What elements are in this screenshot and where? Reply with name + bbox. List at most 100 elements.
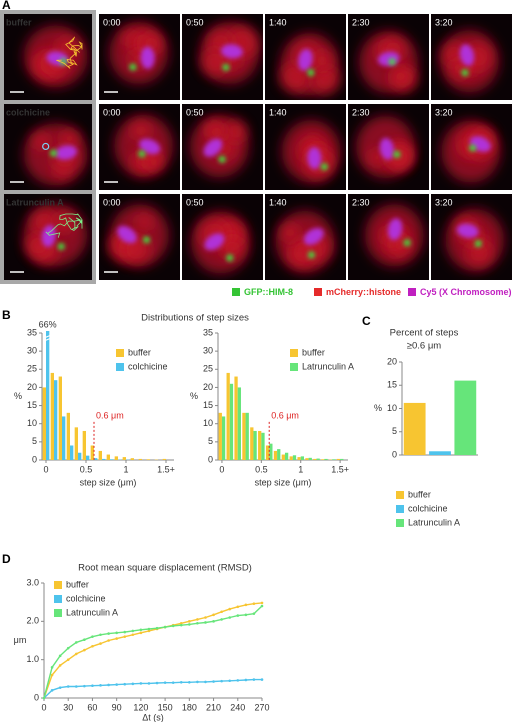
bar <box>114 456 118 460</box>
him8-focus <box>129 63 137 71</box>
bar <box>86 455 90 460</box>
bar <box>122 457 126 460</box>
legend-swatch <box>396 519 404 527</box>
panel-label: D <box>2 552 11 566</box>
y-tick-label: 5 <box>208 436 213 446</box>
point <box>123 682 127 686</box>
bar <box>62 416 66 460</box>
row-label: colchicine <box>6 107 50 117</box>
micrograph-content <box>4 104 92 190</box>
him8-focus <box>461 69 469 77</box>
bar <box>130 458 134 460</box>
bar <box>273 450 278 460</box>
x-tick-label: 0 <box>41 702 46 712</box>
point <box>83 638 86 642</box>
bar <box>313 458 317 460</box>
bar <box>340 458 344 460</box>
bar <box>454 380 477 455</box>
point <box>147 629 151 633</box>
point <box>236 679 240 682</box>
y-tick-label: 20 <box>27 382 37 392</box>
bar <box>138 458 142 460</box>
y-tick-label: 10 <box>387 403 397 413</box>
bar <box>66 412 70 460</box>
point <box>74 685 78 688</box>
x-tick-label: 0.5 <box>255 464 268 474</box>
micrograph <box>431 104 512 190</box>
micrograph <box>431 14 512 100</box>
legend-label: colchicine <box>128 361 168 371</box>
point <box>212 613 215 617</box>
bar <box>146 459 150 460</box>
bar <box>321 459 325 460</box>
micrograph <box>265 194 346 280</box>
point <box>66 658 70 661</box>
bar <box>281 454 285 460</box>
x-tick-label: 120 <box>133 702 148 712</box>
point <box>139 631 143 635</box>
micrograph-content <box>348 194 429 280</box>
chromatin <box>311 65 340 94</box>
point <box>91 644 94 648</box>
micrograph-content <box>99 194 180 280</box>
legend-label: Latrunculin A <box>66 607 118 617</box>
bars <box>218 372 344 460</box>
bar <box>106 454 110 460</box>
point <box>66 646 70 650</box>
point <box>212 680 215 683</box>
y-tick-label: 15 <box>27 400 37 410</box>
y-tick-label: 0 <box>32 454 37 464</box>
point <box>188 680 191 684</box>
value-label: 66% <box>39 319 57 329</box>
point <box>107 683 110 687</box>
legend-swatch <box>396 505 404 513</box>
bar <box>46 331 50 460</box>
y-tick-label: 20 <box>203 382 213 392</box>
him8-focus <box>388 58 396 66</box>
point <box>83 648 86 652</box>
bar <box>50 372 54 460</box>
point <box>155 681 159 685</box>
point <box>163 681 167 684</box>
him8-focus <box>222 63 230 71</box>
y-axis-label: μm <box>14 635 27 645</box>
bar <box>429 451 451 455</box>
bar <box>258 430 262 460</box>
bar <box>242 412 246 460</box>
axis-break <box>43 334 52 342</box>
chromatin <box>60 129 79 148</box>
legend-label: Cy5 (X Chromosome) <box>420 287 512 297</box>
point <box>260 678 264 681</box>
point <box>42 696 46 700</box>
point <box>220 610 223 614</box>
micrograph <box>4 194 92 280</box>
bar <box>226 372 230 460</box>
x-axis-label: Δt (s) <box>142 712 164 722</box>
point <box>107 639 110 642</box>
point <box>179 621 183 625</box>
time-label: 0:00 <box>103 17 121 27</box>
bar <box>336 458 341 460</box>
bar <box>250 427 254 460</box>
micrograph-content <box>265 14 346 100</box>
micrograph-content <box>182 194 263 280</box>
point <box>123 630 127 634</box>
him8-focus <box>403 239 411 247</box>
him8-focus <box>393 150 401 158</box>
point <box>228 679 232 683</box>
x-tick-label: 150 <box>158 702 173 712</box>
x-tick-label: 1 <box>123 464 128 474</box>
time-label: 2:30 <box>352 197 370 207</box>
point <box>58 654 62 658</box>
x-chromosome <box>140 46 155 69</box>
bar <box>289 456 293 460</box>
x-chromosome <box>303 227 324 245</box>
x-chromosome <box>456 223 479 238</box>
bar <box>82 430 86 460</box>
bars <box>42 331 166 460</box>
point <box>252 612 256 615</box>
x-chromosome <box>379 137 395 160</box>
y-tick-label: 30 <box>27 346 37 356</box>
x-tick-label: 210 <box>206 702 221 712</box>
